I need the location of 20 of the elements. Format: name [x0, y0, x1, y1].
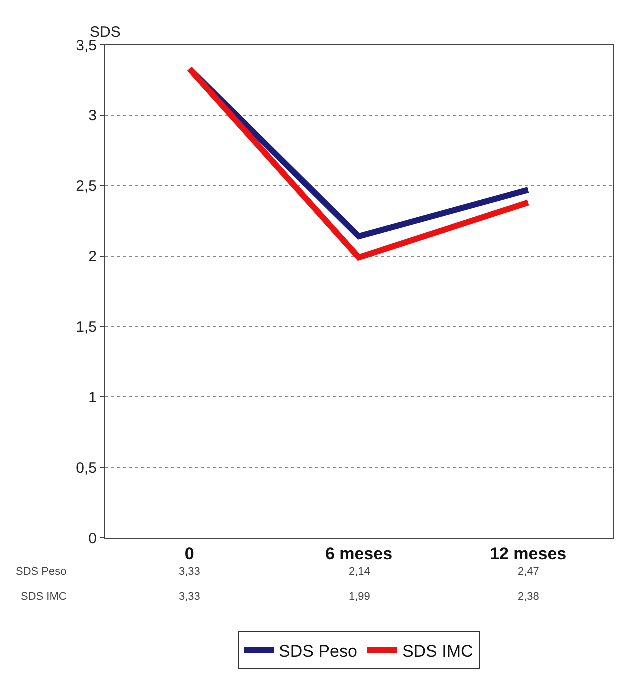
- x-tick-label: 12 meses: [490, 544, 567, 564]
- data-label: 2,47: [518, 566, 540, 578]
- data-label: 3,33: [179, 591, 200, 603]
- text: SDS IMC: [21, 591, 67, 603]
- legend-label: SDS Peso: [279, 642, 358, 661]
- x-tick-label: 0: [184, 544, 194, 564]
- data-label: 3,33: [179, 566, 200, 578]
- y-tick-label: 2,5: [76, 178, 97, 196]
- legend-label: SDS IMC: [402, 642, 474, 661]
- x-tick-label: 6 meses: [325, 544, 393, 564]
- y-tick-label: 1,5: [76, 318, 97, 336]
- data-label: 2,14: [349, 566, 370, 578]
- y-tick-label: 1: [88, 389, 97, 406]
- data-label: 1,99: [349, 591, 370, 603]
- text: SDS Peso: [16, 566, 67, 578]
- y-tick-label: 0,5: [76, 460, 97, 477]
- data-label: 2,38: [518, 591, 540, 603]
- y-tick-label: 0: [88, 530, 97, 548]
- y-tick-label: 3: [88, 108, 97, 125]
- y-tick-label: 2: [88, 248, 97, 266]
